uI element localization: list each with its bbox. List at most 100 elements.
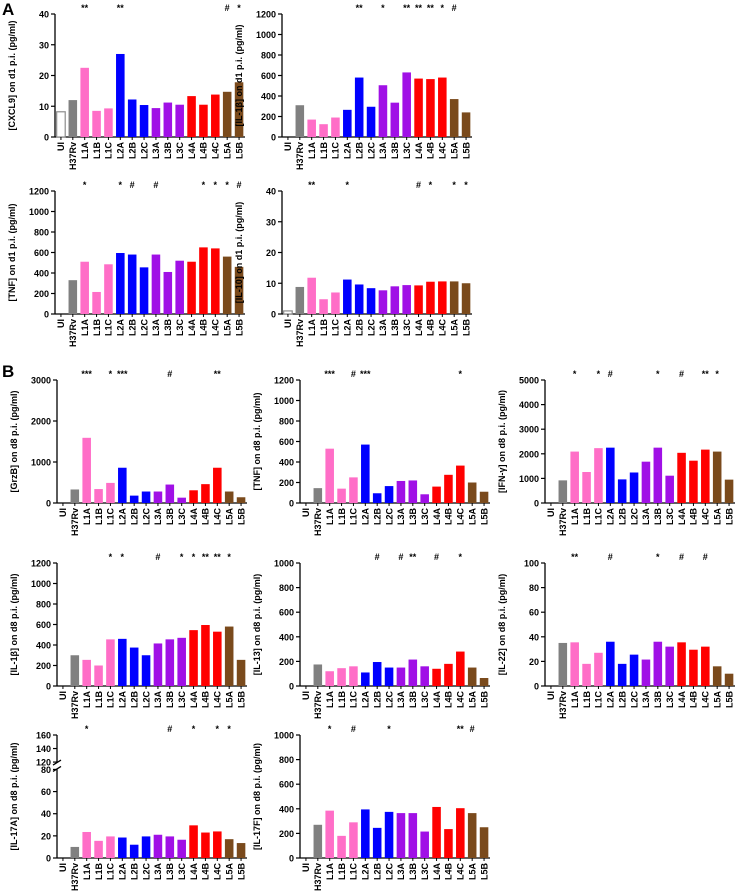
- bar-ui: [283, 310, 293, 315]
- bar-l3a: [378, 290, 388, 314]
- y-tick-label: 60: [529, 608, 539, 618]
- bar-l4c: [438, 77, 447, 137]
- bar-l4a: [677, 642, 686, 686]
- bar-l5b: [479, 491, 489, 503]
- bar-l1b: [92, 291, 101, 314]
- bar-l3b: [653, 641, 663, 686]
- x-tick-label: L5B: [236, 508, 246, 526]
- x-tick-label: H37Rv: [313, 863, 323, 891]
- bar-l2c: [141, 836, 151, 858]
- bar-l5b: [236, 659, 246, 686]
- x-tick-label: L4B: [199, 142, 209, 160]
- y-tick-label: 800: [34, 228, 49, 238]
- significance-mark: #: [375, 552, 380, 562]
- y-axis-label: [TNF] on d1 p.i. (pg/ml): [7, 204, 17, 302]
- y-tick-label: 2000: [519, 449, 539, 459]
- bar-l2a: [606, 641, 615, 686]
- x-tick-label: UI: [283, 319, 293, 328]
- x-tick-label: L2C: [139, 319, 149, 337]
- x-tick-label: H37Rv: [313, 508, 323, 536]
- bar-l5a: [224, 839, 234, 858]
- x-tick-label: L3B: [165, 863, 175, 881]
- panel-b-label: B: [2, 362, 15, 381]
- significance-mark: #: [351, 724, 356, 734]
- significance-mark: #: [130, 180, 135, 190]
- x-tick-label: L4C: [211, 142, 221, 160]
- y-tick-label: 4000: [519, 400, 539, 410]
- bar-h37rv: [68, 280, 78, 314]
- bar-l4c: [456, 465, 465, 503]
- significance-mark: *: [180, 552, 184, 562]
- chart-cxcl9-d1: 0 10 20 30 40 [CXCL9] on d1 p.i. (pg/ml) UI H37…: [7, 3, 245, 170]
- bar-h37rv: [70, 655, 80, 686]
- significance-mark: **: [202, 552, 210, 562]
- y-tick-label: 2000: [31, 417, 51, 427]
- bar-l2b: [372, 662, 382, 686]
- x-tick-label: L1C: [106, 691, 116, 709]
- significance-mark: *: [83, 180, 87, 190]
- x-tick-label: L4B: [689, 508, 699, 526]
- y-tick-label: 200: [279, 829, 294, 839]
- y-tick-label: 400: [36, 641, 51, 651]
- x-tick-label: L1A: [82, 508, 92, 526]
- y-tick-label: 200: [261, 112, 276, 122]
- significance-mark: *: [464, 180, 468, 190]
- y-tick-label: 120: [36, 758, 51, 768]
- y-tick-label: 400: [261, 92, 276, 102]
- chart-il17f-d8: 0 200 400 600 800 1000 [IL-17F] on d8 p.i. (pg…: [252, 724, 490, 891]
- x-tick-label: L4A: [414, 142, 424, 160]
- bar-l1b: [337, 488, 346, 503]
- y-axis-label: [IL-1β] on d1 p.i. (pg/ml): [234, 25, 244, 127]
- x-tick-label: L3B: [390, 319, 400, 337]
- x-tick-label: L4A: [432, 508, 442, 526]
- y-tick-label: 60: [41, 787, 51, 797]
- x-tick-label: L3C: [420, 508, 430, 526]
- y-tick-label: 20: [39, 71, 49, 81]
- bar-l4c: [211, 94, 220, 137]
- y-tick-label: 200: [279, 478, 294, 488]
- y-tick-label: 3000: [519, 425, 539, 435]
- y-tick-label: 1000: [519, 474, 539, 484]
- y-tick-label: 10: [39, 102, 49, 112]
- x-tick-label: L3A: [396, 863, 406, 881]
- bar-l1b: [582, 472, 591, 503]
- bar-l2c: [629, 654, 639, 686]
- x-tick-label: L3C: [420, 691, 430, 709]
- x-tick-label: L2C: [384, 508, 394, 526]
- x-tick-label: L3B: [390, 142, 400, 160]
- significance-mark: *: [381, 3, 385, 13]
- bar-l4a: [432, 486, 441, 503]
- x-tick-label: L5B: [479, 691, 489, 709]
- y-axis-label: [IL-17F] on d8 p.i. (pg/ml): [252, 743, 262, 850]
- bar-l1a: [570, 642, 579, 686]
- y-tick-label: 1000: [274, 396, 294, 406]
- bar-h37rv: [68, 100, 78, 137]
- bar-l2a: [606, 447, 615, 503]
- y-tick-label: 200: [34, 289, 49, 299]
- x-tick-label: H37Rv: [70, 508, 80, 536]
- y-tick-label: 100: [524, 559, 539, 569]
- bar-l1a: [307, 119, 316, 137]
- x-tick-label: L1B: [337, 508, 347, 526]
- significance-mark: *: [227, 724, 231, 734]
- x-tick-label: L1A: [325, 691, 335, 709]
- bar-l3c: [175, 260, 184, 314]
- bar-l3c: [420, 666, 429, 686]
- bar-l4b: [201, 484, 210, 503]
- x-tick-label: L3B: [408, 508, 418, 526]
- x-tick-label: L3B: [163, 142, 173, 160]
- significance-mark: #: [153, 180, 158, 190]
- significance-mark: **: [403, 3, 411, 13]
- x-tick-label: UI: [58, 508, 68, 517]
- y-tick-label: 400: [279, 458, 294, 468]
- x-tick-label: L2B: [129, 863, 139, 881]
- bar-l3b: [163, 271, 173, 314]
- bar-l4b: [426, 79, 435, 137]
- y-tick-label: 400: [34, 269, 49, 279]
- bar-l2a: [118, 638, 127, 686]
- significance-mark: *: [192, 724, 196, 734]
- bar-l3c: [402, 285, 411, 314]
- bar-l2a: [116, 253, 125, 314]
- significance-mark: *: [346, 180, 350, 190]
- y-tick-label: 1200: [274, 376, 294, 386]
